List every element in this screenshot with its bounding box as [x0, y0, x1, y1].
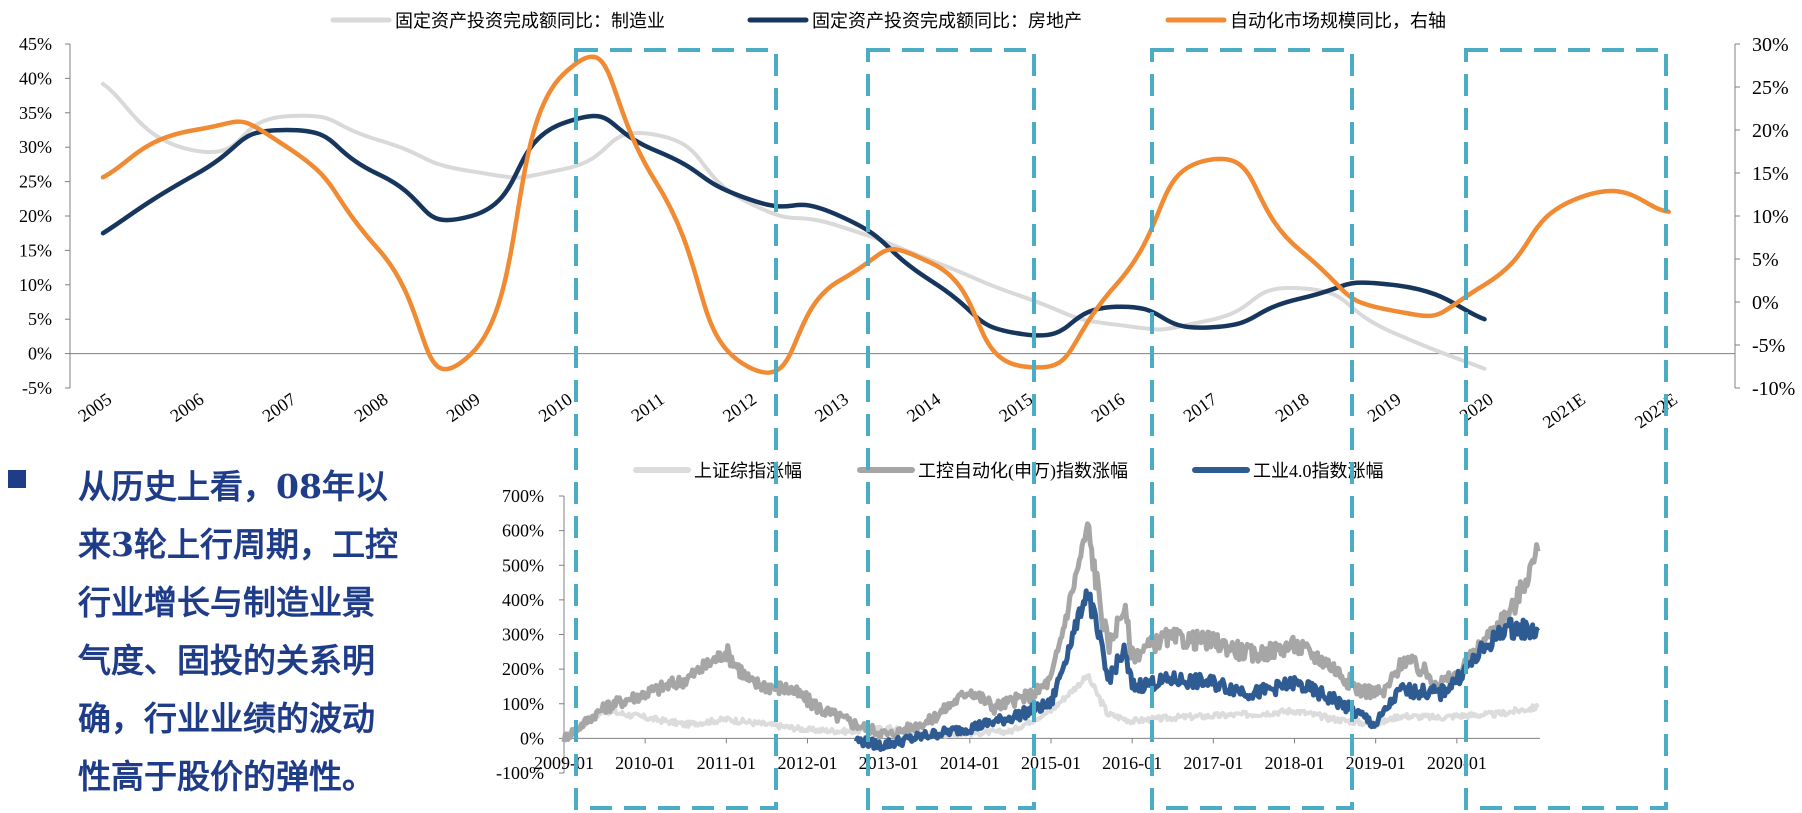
commentary-line: 性高于股价的弹性。 — [78, 757, 375, 796]
bottom-chart-index-returns: 上证综指涨幅 工控自动化(申万)指数涨幅 工业4.0指数涨幅 -100% 0% 100%… — [496, 461, 1541, 783]
right-y-tick-label: 10% — [1752, 206, 1789, 228]
bottom-x-tick-label: 2014-01 — [940, 753, 1000, 773]
top-chart-fixed-asset-vs-automation: 固定资产投资完成额同比：制造业 固定资产投资完成额同比：房地产 自动化市场规模同比，… — [19, 11, 1795, 432]
x-tick-label: 2022E — [1631, 389, 1681, 432]
left-y-tick-label: 25% — [19, 172, 52, 192]
bottom-x-tick-label: 2018-01 — [1265, 753, 1325, 773]
bottom-x-tick-label: 2020-01 — [1427, 753, 1487, 773]
legend-entry: 工控自动化(申万)指数涨幅 — [918, 461, 1128, 482]
x-tick-label: 2010 — [535, 389, 576, 426]
bottom-x-tick-label: 2012-01 — [778, 753, 838, 773]
x-tick-label: 2006 — [166, 389, 207, 426]
series-line — [100, 113, 1487, 338]
bottom-chart-axes — [559, 495, 1540, 774]
commentary-text-block: 从历史上看，08年以 来3轮上行周期，工控 行业增长与制造业景 气度、固投的关系… — [78, 458, 448, 806]
commentary-line: 来3轮上行周期，工控 — [78, 525, 398, 564]
left-y-tick-label: 5% — [28, 309, 52, 329]
bottom-y-tick-label: 0% — [520, 728, 544, 748]
right-y-tick-label: 5% — [1752, 249, 1779, 271]
x-tick-label: 2005 — [74, 389, 115, 426]
bottom-x-tick-label: 2015-01 — [1021, 753, 1081, 773]
right-y-tick-label: 0% — [1752, 292, 1779, 314]
bottom-x-tick-label: 2011-01 — [697, 753, 756, 773]
left-y-tick-label: 35% — [19, 103, 52, 123]
right-y-tick-label: -5% — [1752, 335, 1785, 357]
x-tick-label: 2018 — [1272, 389, 1313, 426]
upcycle-highlight-box — [1150, 48, 1354, 810]
legend-entry: 工业4.0指数涨幅 — [1253, 461, 1384, 481]
upcycle-highlight-box — [866, 48, 1036, 810]
bullet-square-icon — [8, 470, 26, 488]
top-chart-legend: 固定资产投资完成额同比：制造业 固定资产投资完成额同比：房地产 自动化市场规模同比，… — [330, 11, 1446, 31]
legend-entry: 固定资产投资完成额同比：房地产 — [812, 11, 1082, 31]
bottom-x-tick-label: 2019-01 — [1346, 753, 1406, 773]
x-tick-label: 2008 — [351, 389, 392, 426]
bottom-x-tick-label: 2010-01 — [615, 753, 675, 773]
x-tick-label: 2012 — [719, 389, 760, 426]
series-line — [853, 588, 1541, 752]
bottom-y-tick-label: 300% — [502, 625, 544, 645]
bottom-y-tick-label: 100% — [502, 694, 544, 714]
right-y-tick-label: 20% — [1752, 120, 1789, 142]
bottom-y-tick-label: 500% — [502, 555, 544, 575]
bottom-y-tick-label: 400% — [502, 590, 544, 610]
commentary-line: 气度、固投的关系明 — [78, 641, 375, 680]
series-line — [561, 521, 1541, 743]
x-tick-label: 2007 — [259, 389, 300, 426]
x-tick-label: 2021E — [1539, 389, 1589, 432]
right-y-tick-label: 15% — [1752, 163, 1789, 185]
bottom-y-tick-label: 200% — [502, 659, 544, 679]
left-y-tick-label: 0% — [28, 344, 52, 364]
bottom-chart-tick-labels: -100% 0% 100% 200% 300% 400% 500% 600% 700% 2009-… — [496, 486, 1487, 783]
right-y-tick-label: 25% — [1752, 77, 1789, 99]
bottom-x-tick-label: 2017-01 — [1183, 753, 1243, 773]
x-tick-label: 2020 — [1456, 389, 1497, 426]
series-line — [100, 54, 1671, 375]
series-line — [101, 81, 1487, 371]
left-y-tick-label: 15% — [19, 240, 52, 260]
x-tick-label: 2011 — [627, 389, 667, 426]
bottom-x-tick-label: 2016-01 — [1102, 753, 1162, 773]
x-tick-label: 2013 — [811, 389, 852, 426]
bottom-chart-legend: 上证综指涨幅 工控自动化(申万)指数涨幅 工业4.0指数涨幅 — [633, 461, 1384, 482]
right-y-tick-label: 30% — [1752, 34, 1789, 56]
x-tick-label: 2009 — [443, 389, 484, 426]
legend-entry: 固定资产投资完成额同比：制造业 — [395, 11, 665, 31]
x-tick-label: 2015 — [995, 389, 1036, 426]
left-y-tick-label: 45% — [19, 34, 52, 54]
left-y-tick-label: 30% — [19, 137, 52, 157]
bottom-y-tick-label: -100% — [496, 763, 544, 783]
commentary-line: 确，行业业绩的波动 — [78, 699, 375, 738]
left-y-tick-label: -5% — [22, 378, 52, 398]
left-y-tick-label: 20% — [19, 206, 52, 226]
x-tick-label: 2017 — [1180, 389, 1221, 426]
right-y-tick-label: -10% — [1752, 378, 1795, 400]
commentary-line: 从历史上看，08年以 — [78, 467, 388, 506]
left-y-tick-label: 10% — [19, 275, 52, 295]
bottom-chart-series — [561, 521, 1541, 752]
legend-entry: 自动化市场规模同比，右轴 — [1230, 11, 1446, 31]
left-y-tick-label: 40% — [19, 68, 52, 88]
upcycle-highlight-box — [574, 48, 778, 810]
bottom-x-tick-label: 2009-01 — [534, 753, 594, 773]
commentary-line: 行业增长与制造业景 — [78, 583, 375, 622]
top-chart-tick-labels: -5% 0% 5% 10% 15% 20% 25% 30% 35% 40% 45% -10% -5% 0%… — [19, 34, 1795, 432]
x-tick-label: 2014 — [903, 389, 944, 426]
legend-entry: 上证综指涨幅 — [694, 461, 802, 481]
bottom-y-tick-label: 700% — [502, 486, 544, 506]
x-tick-label: 2016 — [1087, 389, 1128, 426]
bottom-y-tick-label: 600% — [502, 521, 544, 541]
upcycle-highlight-box — [1464, 48, 1668, 810]
upcycle-highlight-boxes — [574, 48, 1668, 810]
top-chart-series — [100, 54, 1671, 375]
top-chart-axes — [65, 43, 1740, 389]
bottom-x-tick-label: 2013-01 — [859, 753, 919, 773]
x-tick-label: 2019 — [1364, 389, 1405, 426]
